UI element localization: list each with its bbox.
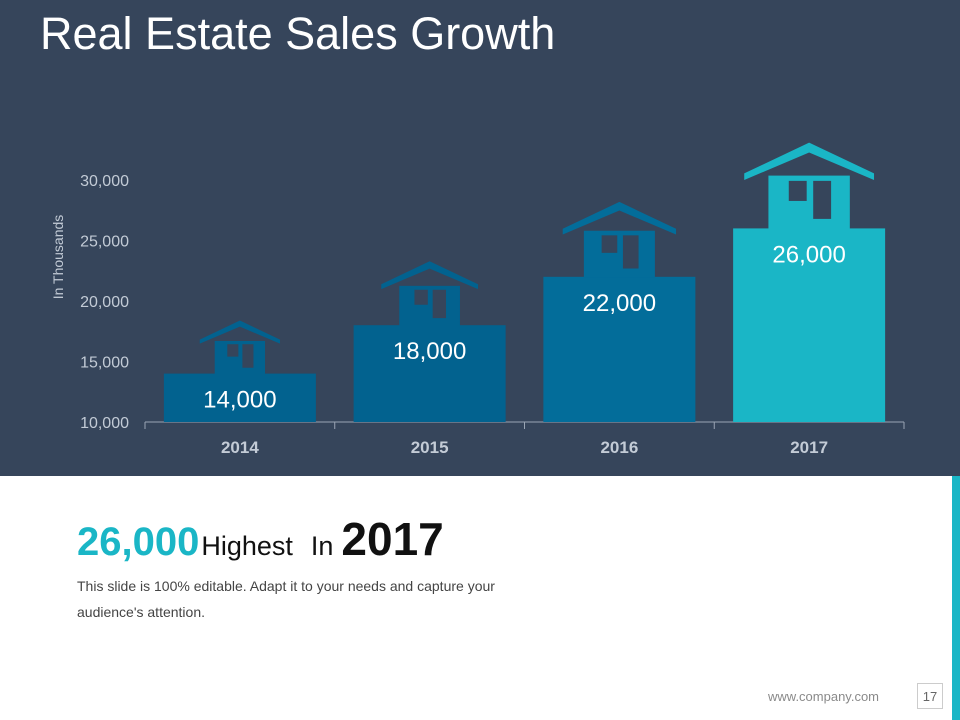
bar: [543, 276, 696, 422]
bar-chart: In Thousands 10,000 15,000 20,000 25,000 30,…: [50, 142, 905, 457]
house-window: [601, 235, 618, 253]
highlight-line: 26,000Highest In 2017: [77, 512, 444, 566]
house-roof: [562, 201, 677, 235]
description-text: This slide is 100% editable. Adapt it to…: [77, 578, 495, 620]
y-tick-label: 25,000: [80, 234, 129, 251]
bar-value-label: 26,000: [772, 241, 845, 268]
house-body: [399, 285, 460, 327]
house-roof: [744, 142, 875, 180]
house-door: [242, 344, 254, 368]
bar: [353, 325, 506, 422]
bar-value-label: 18,000: [393, 338, 466, 365]
house-door: [622, 235, 639, 269]
x-tick-label: 2014: [221, 438, 259, 457]
bar-value-label: 14,000: [203, 387, 276, 414]
house-body: [768, 175, 850, 230]
house-window: [414, 289, 428, 305]
y-tick-label: 30,000: [80, 173, 129, 190]
house-door: [813, 180, 832, 219]
bar: [163, 373, 316, 422]
highlight-value: 26,000: [77, 520, 200, 564]
house-body: [214, 340, 266, 375]
house-roof: [381, 261, 479, 290]
highlight-in: In: [310, 531, 334, 561]
bar: [733, 228, 886, 422]
y-tick-label: 10,000: [80, 415, 129, 432]
house-body: [583, 230, 655, 278]
y-tick-label: 15,000: [80, 355, 129, 372]
page-number: 17: [917, 683, 943, 709]
x-tick-label: 2015: [411, 438, 449, 457]
highlight-year: 2017: [341, 513, 444, 565]
x-tick-label: 2016: [600, 438, 638, 457]
accent-strip: [952, 476, 960, 720]
bar-value-label: 22,000: [583, 290, 656, 317]
house-window: [227, 344, 239, 357]
slide-title: Real Estate Sales Growth: [40, 8, 556, 59]
house-roof: [199, 320, 280, 344]
house-door: [432, 289, 447, 319]
highlight-text: Highest: [201, 531, 293, 561]
y-tick-label: 20,000: [80, 294, 129, 311]
footer-url: www.company.com: [768, 689, 880, 704]
house-window: [788, 180, 807, 201]
x-tick-label: 2017: [790, 438, 828, 457]
y-axis-title: In Thousands: [50, 215, 66, 300]
